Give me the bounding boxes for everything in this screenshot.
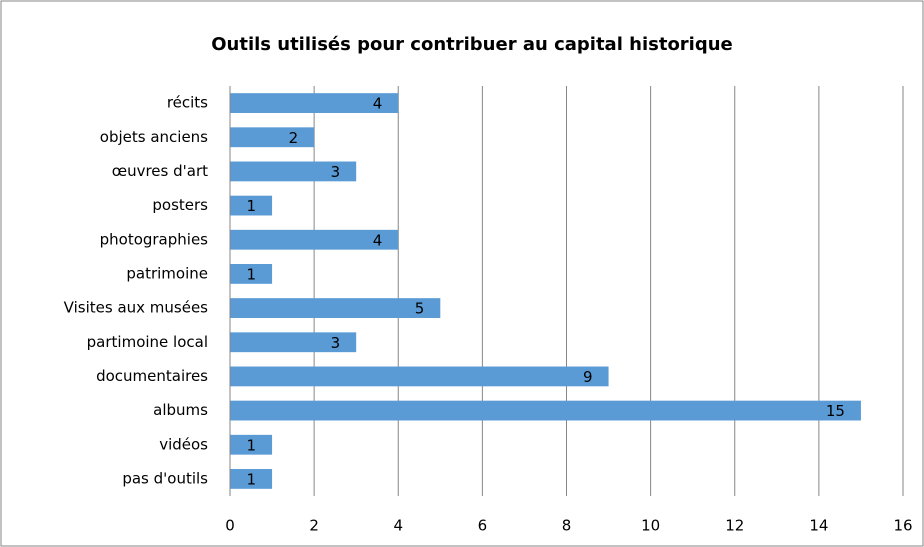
y-tick-label: Visites aux musées [64, 299, 209, 317]
y-tick-label: pas d'outils [122, 469, 208, 487]
data-label: 4 [373, 231, 383, 249]
data-label: 1 [247, 197, 257, 215]
data-label: 1 [247, 470, 257, 488]
chart-title: Outils utilisés pour contribuer au capit… [211, 34, 733, 55]
y-tick-label: œuvres d'art [112, 162, 208, 180]
bar [230, 298, 441, 318]
y-tick-label: photographies [100, 230, 209, 248]
bar [230, 229, 399, 250]
bar [230, 400, 861, 421]
x-tick-label: 14 [809, 517, 828, 535]
y-tick-label: albums [153, 401, 208, 419]
x-tick-label: 8 [562, 517, 572, 535]
x-tick-label: 12 [725, 517, 744, 535]
y-tick-label: documentaires [96, 367, 208, 385]
bar [230, 195, 273, 216]
y-tick-label: patrimoine [126, 264, 208, 282]
y-tick-label: posters [152, 196, 208, 214]
bar [230, 93, 399, 113]
bar [230, 127, 315, 148]
data-label: 9 [583, 368, 593, 386]
data-label: 3 [331, 163, 341, 181]
data-label: 4 [373, 95, 383, 113]
bar [230, 264, 273, 284]
x-tick-label: 10 [641, 517, 660, 535]
data-label: 1 [247, 265, 257, 283]
x-tick-label: 2 [309, 517, 319, 535]
x-tick-label: 0 [225, 517, 235, 535]
data-label: 2 [289, 129, 299, 147]
x-tick-label: 6 [478, 517, 488, 535]
x-tick-label: 16 [893, 517, 912, 535]
y-tick-label: vidéos [159, 435, 208, 453]
bar [230, 366, 609, 387]
bar [230, 469, 273, 489]
x-tick-label: 4 [393, 517, 403, 535]
data-label: 15 [826, 402, 845, 420]
data-label: 1 [247, 436, 257, 454]
y-tick-label: récits [167, 94, 208, 112]
data-label: 3 [331, 334, 341, 352]
y-tick-label: objets anciens [100, 128, 208, 146]
y-tick-label: partimoine local [87, 333, 208, 351]
bar [230, 434, 273, 455]
bar [230, 332, 357, 353]
bar [230, 161, 357, 182]
data-label: 5 [415, 300, 425, 318]
